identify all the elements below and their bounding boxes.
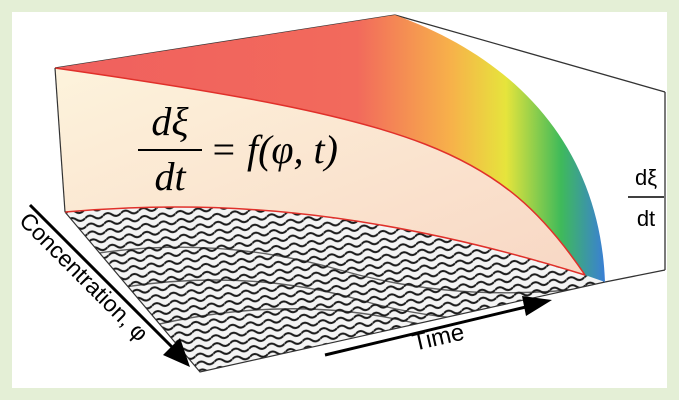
eq-numerator: dξ [151,99,189,144]
figure: dξ dt = f(φ, t) dξ dt Time Concentration… [0,0,679,400]
z-label-denominator: dt [637,206,655,231]
eq-denominator: dt [154,154,186,199]
z-label-numerator: dξ [635,165,657,190]
eq-rhs: = f(φ, t) [210,127,338,172]
